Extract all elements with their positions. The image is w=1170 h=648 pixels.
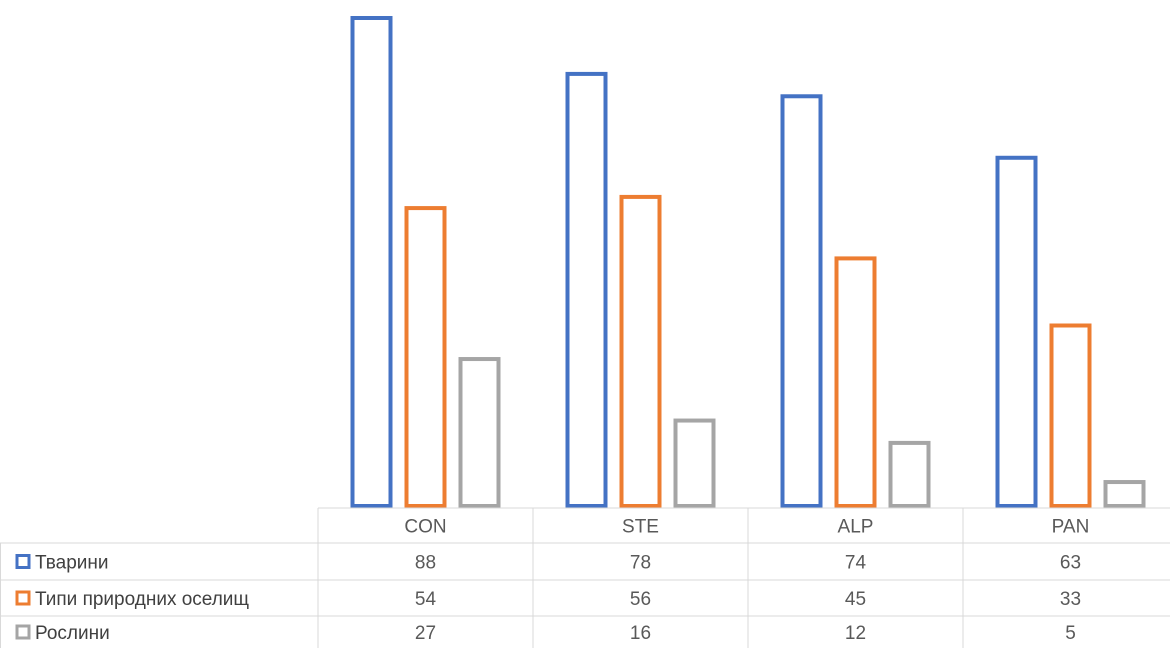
data-table-cell: 54	[415, 589, 437, 610]
legend-key	[15, 590, 31, 606]
legend-entry-label: Рослини	[35, 623, 110, 644]
data-table-cell: 5	[1065, 623, 1076, 644]
data-table-cell: 45	[845, 589, 866, 610]
bar-alp-series-1	[780, 94, 823, 508]
bar-con-series-3	[458, 357, 501, 508]
bar-pan-series-1	[995, 155, 1038, 508]
bar-con-series-1	[350, 16, 393, 508]
data-table-cell: 12	[845, 623, 866, 644]
bar-ste-series-3	[673, 418, 716, 508]
bar-con-series-2	[404, 206, 447, 508]
bar-pan-series-2	[1049, 323, 1092, 508]
legend-entry-label: Типи природних оселищ	[35, 589, 249, 610]
data-table-cell: 27	[415, 623, 436, 644]
bar-ste-series-2	[619, 194, 662, 508]
bar-pan-series-3	[1103, 480, 1146, 508]
data-table-cell: 63	[1060, 553, 1081, 574]
data-table-cell: 16	[630, 623, 651, 644]
data-table-cell: 56	[630, 589, 651, 610]
legend-key	[15, 554, 31, 569]
category-label: CON	[404, 517, 446, 538]
data-table-cell: 88	[415, 553, 436, 574]
category-label: ALP	[838, 517, 874, 538]
category-label: PAN	[1052, 517, 1090, 538]
bar-alp-series-3	[888, 440, 931, 508]
data-table-cell: 33	[1060, 589, 1081, 610]
data-table-cell: 78	[630, 553, 651, 574]
legend-key	[15, 624, 31, 640]
legend-entry-label: Тварини	[35, 553, 109, 574]
data-table: CON STE ALP PAN Тварини 88 78 74 63 Типи природни…	[0, 507, 1170, 648]
category-label: STE	[622, 517, 659, 538]
bar-alp-series-2	[834, 256, 877, 508]
bar-ste-series-1	[565, 71, 608, 508]
data-table-cell: 74	[845, 553, 867, 574]
plot-area	[350, 16, 1146, 508]
